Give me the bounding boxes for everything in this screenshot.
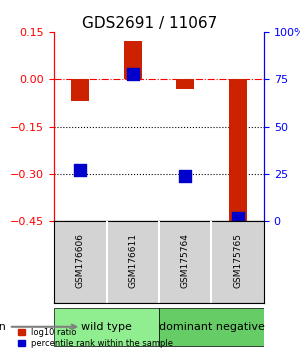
Bar: [229, 79, 247, 221]
Legend: log10 ratio, percentile rank within the sample: log10 ratio, percentile rank within the …: [16, 326, 175, 350]
Text: wild type: wild type: [81, 322, 132, 332]
Text: dominant negative: dominant negative: [159, 322, 264, 332]
Point: [235, 215, 240, 220]
Text: GSM175765: GSM175765: [233, 233, 242, 288]
Point: [183, 173, 188, 179]
Bar: [124, 41, 142, 79]
FancyBboxPatch shape: [54, 308, 159, 346]
Text: GDS2691 / 11067: GDS2691 / 11067: [82, 16, 218, 31]
Point: [130, 71, 135, 76]
Point: [78, 167, 83, 173]
Bar: [176, 79, 194, 89]
Text: strain: strain: [0, 322, 76, 332]
Text: GSM175764: GSM175764: [181, 233, 190, 288]
Text: GSM176611: GSM176611: [128, 233, 137, 288]
Bar: [71, 79, 89, 101]
Text: GSM176606: GSM176606: [76, 233, 85, 288]
FancyBboxPatch shape: [159, 308, 264, 346]
